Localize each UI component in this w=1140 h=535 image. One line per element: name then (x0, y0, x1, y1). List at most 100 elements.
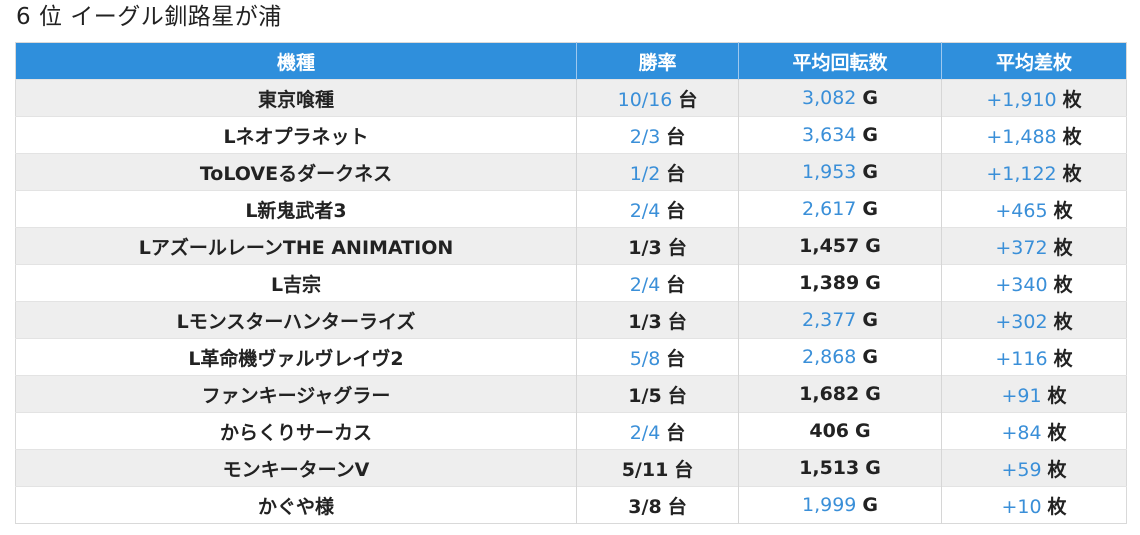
machine-name-cell: からくりサーカス (15, 412, 577, 450)
page-title: 6 位 イーグル釧路星が浦 (16, 4, 282, 30)
win-rate-cell: 1/3 台 (576, 301, 739, 339)
machine-name-cell: LアズールレーンTHE ANIMATION (15, 227, 577, 265)
avg-spins-unit: G (865, 457, 881, 479)
win-rate-unit: 台 (674, 458, 694, 481)
win-rate-cell: 2/4 台 (576, 264, 739, 302)
avg-spins-unit: G (865, 383, 881, 405)
table-row: 東京喰種 10/16 台 3,082 G +1,910 枚 (15, 79, 1127, 117)
avg-diff-unit: 枚 (1062, 88, 1082, 111)
avg-diff-unit: 枚 (1053, 273, 1073, 296)
machine-name-cell: L革命機ヴァルヴレイヴ2 (15, 338, 577, 376)
avg-spins-unit: G (862, 346, 878, 368)
table-row: かぐや様 3/8 台 1,999 G +10 枚 (15, 486, 1127, 524)
avg-diff-cell: +1,910 枚 (941, 79, 1127, 117)
win-rate-cell: 10/16 台 (576, 79, 739, 117)
avg-diff-unit: 枚 (1047, 421, 1067, 444)
avg-diff-value: +372 (995, 236, 1048, 259)
win-rate-cell: 2/4 台 (576, 190, 739, 228)
avg-diff-unit: 枚 (1047, 384, 1067, 407)
avg-diff-unit: 枚 (1053, 236, 1073, 259)
win-rate-value: 10/16 (617, 88, 673, 111)
win-rate-value: 1/2 (629, 162, 661, 185)
avg-spins-value: 1,682 (799, 383, 860, 405)
avg-diff-unit: 枚 (1053, 347, 1073, 370)
table-row: モンキーターンV 5/11 台 1,513 G +59 枚 (15, 449, 1127, 487)
avg-diff-value: +465 (995, 199, 1048, 222)
avg-spins-cell: 406 G (738, 412, 942, 450)
avg-diff-unit: 枚 (1062, 162, 1082, 185)
avg-diff-cell: +84 枚 (941, 412, 1127, 450)
table-row: L新鬼武者3 2/4 台 2,617 G +465 枚 (15, 190, 1127, 228)
win-rate-value: 2/4 (629, 421, 661, 444)
header-avg-spins: 平均回転数 (738, 42, 942, 80)
avg-spins-value: 1,999 (801, 494, 857, 516)
machine-name-cell: L吉宗 (15, 264, 577, 302)
avg-spins-unit: G (862, 87, 878, 109)
avg-diff-value: +116 (995, 347, 1048, 370)
avg-spins-value: 2,377 (801, 309, 857, 331)
win-rate-unit: 台 (666, 421, 686, 444)
avg-spins-unit: G (862, 161, 878, 183)
avg-spins-value: 3,634 (801, 124, 857, 146)
table-row: L吉宗 2/4 台 1,389 G +340 枚 (15, 264, 1127, 302)
table-row: Lネオプラネット 2/3 台 3,634 G +1,488 枚 (15, 116, 1127, 154)
avg-spins-value: 1,457 (799, 235, 860, 257)
avg-diff-unit: 枚 (1047, 458, 1067, 481)
avg-diff-cell: +302 枚 (941, 301, 1127, 339)
win-rate-unit: 台 (678, 88, 698, 111)
avg-diff-cell: +340 枚 (941, 264, 1127, 302)
avg-diff-cell: +10 枚 (941, 486, 1127, 524)
avg-spins-unit: G (865, 272, 881, 294)
win-rate-unit: 台 (666, 125, 686, 148)
avg-diff-unit: 枚 (1047, 495, 1067, 518)
table-row: ファンキージャグラー 1/5 台 1,682 G +91 枚 (15, 375, 1127, 413)
machine-name-cell: かぐや様 (15, 486, 577, 524)
win-rate-value: 1/3 (628, 310, 662, 333)
avg-spins-cell: 1,682 G (738, 375, 942, 413)
avg-spins-value: 2,868 (801, 346, 857, 368)
win-rate-value: 2/4 (629, 273, 661, 296)
avg-diff-value: +10 (1001, 495, 1042, 518)
header-avg-diff: 平均差枚 (941, 42, 1127, 80)
avg-spins-cell: 2,868 G (738, 338, 942, 376)
avg-diff-unit: 枚 (1053, 310, 1073, 333)
avg-diff-value: +59 (1001, 458, 1042, 481)
table-header-row: 機種 勝率 平均回転数 平均差枚 (15, 42, 1127, 80)
win-rate-unit: 台 (666, 273, 686, 296)
avg-diff-cell: +465 枚 (941, 190, 1127, 228)
avg-diff-value: +84 (1001, 421, 1042, 444)
avg-spins-value: 3,082 (801, 87, 857, 109)
avg-spins-cell: 2,617 G (738, 190, 942, 228)
win-rate-value: 1/5 (628, 384, 662, 407)
win-rate-cell: 5/8 台 (576, 338, 739, 376)
machine-name-cell: モンキーターンV (15, 449, 577, 487)
avg-diff-cell: +116 枚 (941, 338, 1127, 376)
avg-diff-unit: 枚 (1062, 125, 1082, 148)
machine-name-cell: ToLOVEるダークネス (15, 153, 577, 191)
win-rate-value: 5/11 (621, 458, 669, 481)
table-row: ToLOVEるダークネス 1/2 台 1,953 G +1,122 枚 (15, 153, 1127, 191)
machine-name-cell: Lモンスターハンターライズ (15, 301, 577, 339)
avg-diff-unit: 枚 (1053, 199, 1073, 222)
avg-diff-value: +1,910 (986, 88, 1057, 111)
avg-spins-value: 2,617 (801, 198, 857, 220)
avg-diff-value: +91 (1001, 384, 1042, 407)
win-rate-value: 2/4 (629, 199, 661, 222)
win-rate-value: 2/3 (629, 125, 661, 148)
machine-name-cell: L新鬼武者3 (15, 190, 577, 228)
avg-diff-cell: +1,488 枚 (941, 116, 1127, 154)
win-rate-unit: 台 (667, 236, 687, 259)
table-row: LアズールレーンTHE ANIMATION 1/3 台 1,457 G +372 枚 (15, 227, 1127, 265)
win-rate-unit: 台 (667, 495, 687, 518)
avg-spins-cell: 1,999 G (738, 486, 942, 524)
avg-spins-unit: G (855, 420, 871, 442)
win-rate-value: 3/8 (628, 495, 662, 518)
avg-diff-value: +1,122 (986, 162, 1057, 185)
win-rate-cell: 5/11 台 (576, 449, 739, 487)
win-rate-cell: 2/4 台 (576, 412, 739, 450)
win-rate-cell: 1/2 台 (576, 153, 739, 191)
avg-spins-cell: 3,634 G (738, 116, 942, 154)
avg-spins-unit: G (865, 235, 881, 257)
win-rate-value: 1/3 (628, 236, 662, 259)
avg-diff-cell: +59 枚 (941, 449, 1127, 487)
